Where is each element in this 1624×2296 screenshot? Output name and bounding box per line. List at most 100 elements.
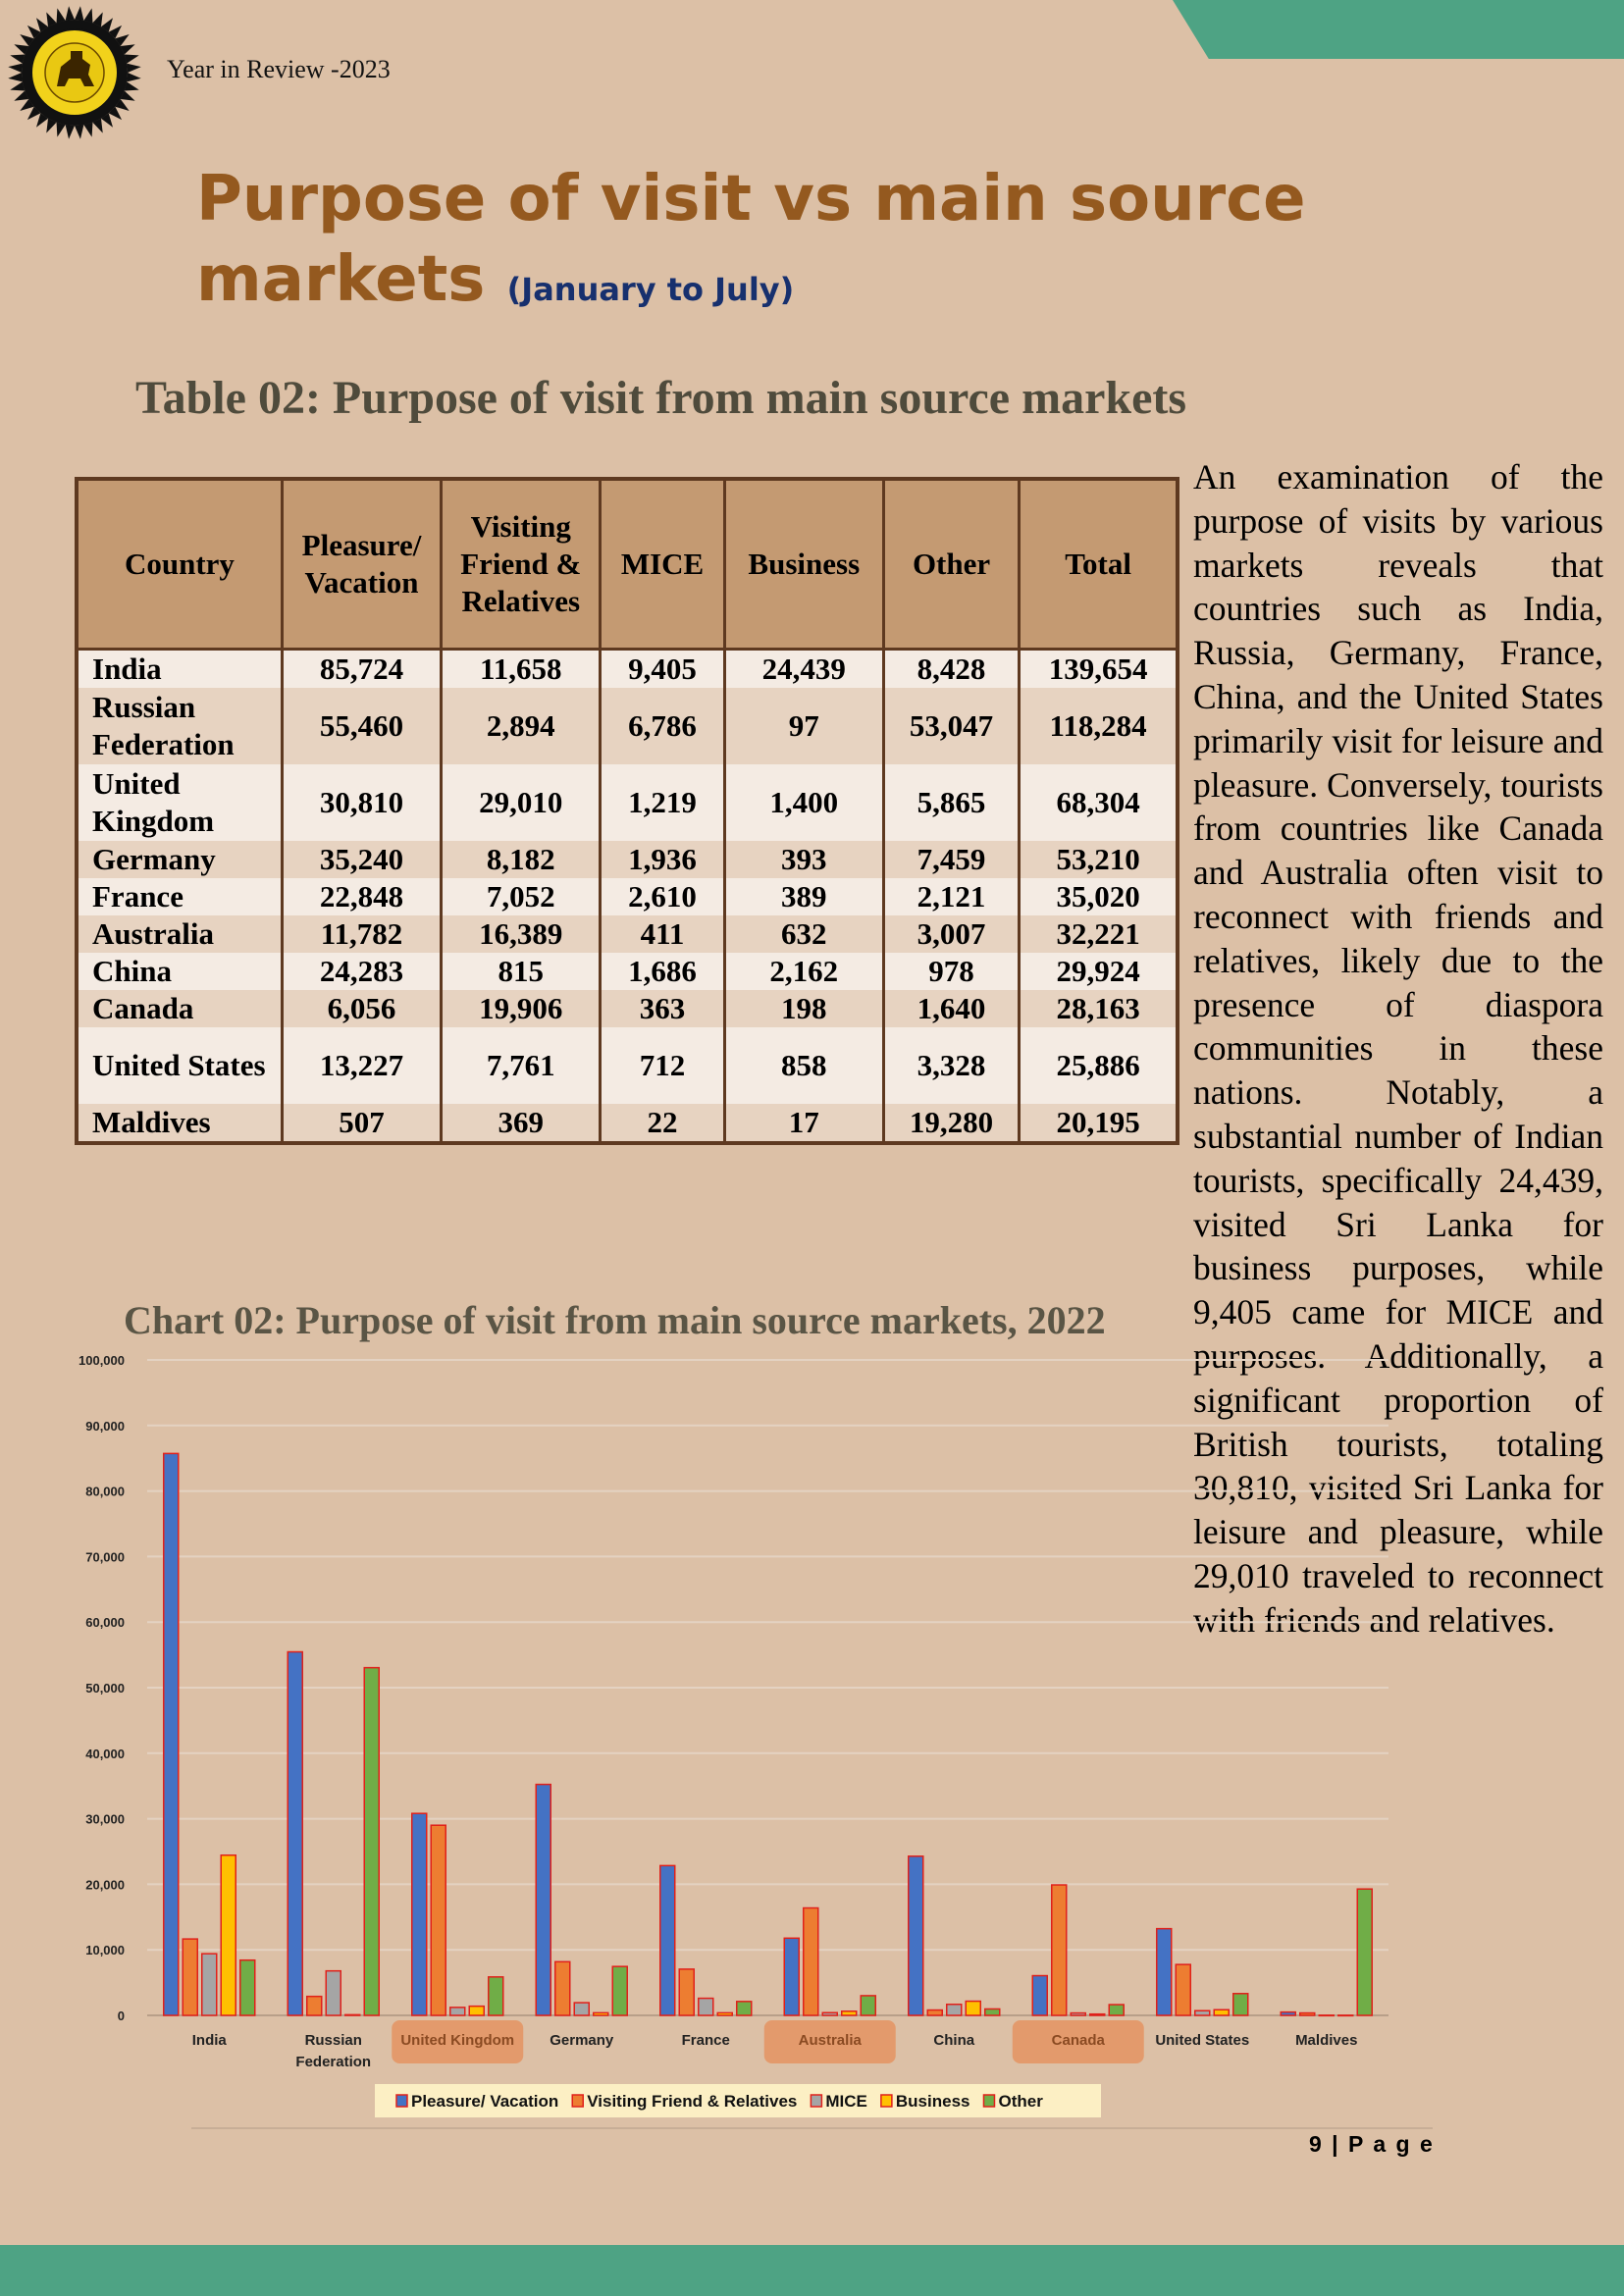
- bar: [163, 1452, 180, 2016]
- top-ribbon: [1173, 0, 1624, 59]
- cell-value: 7,052: [440, 878, 602, 915]
- cell-value: 363: [599, 990, 726, 1027]
- bar: [1156, 1927, 1173, 2016]
- cell-country: India: [75, 649, 284, 688]
- cell-value: 29,010: [440, 764, 602, 841]
- bar: [220, 1853, 236, 2016]
- cell-country: United States: [75, 1027, 284, 1104]
- cell-value: 118,284: [1018, 688, 1179, 764]
- cell-country: Russian Federation: [75, 688, 284, 764]
- purpose-bar-chart: 0 10,000 20,000 30,000 40,000 50,000 60,000 70,…: [79, 1353, 1388, 2117]
- cell-value: 139,654: [1018, 649, 1179, 688]
- cell-country: France: [75, 878, 284, 915]
- bar: [1213, 2009, 1230, 2016]
- y-tick-label: 30,000: [85, 1812, 125, 1827]
- cell-value: 19,906: [440, 990, 602, 1027]
- x-tick-label: Russian Federation: [295, 2032, 371, 2070]
- cell-country: Maldives: [75, 1104, 284, 1143]
- legend-swatch: [395, 2094, 408, 2108]
- x-tick-label: France: [682, 2032, 730, 2049]
- cell-value: 53,210: [1018, 841, 1179, 878]
- bar: [698, 1997, 714, 2016]
- legend-label: Visiting Friend & Relatives: [587, 2092, 797, 2111]
- cell-value: 19,280: [881, 1104, 1022, 1143]
- bar: [1356, 1888, 1373, 2016]
- bar: [803, 1906, 819, 2016]
- y-tick-label: 60,000: [85, 1615, 125, 1630]
- bar: [363, 1666, 380, 2016]
- table-header-row: Country Pleasure/ Vacation Visiting Frie…: [75, 477, 1179, 651]
- table-row: France 22,848 7,052 2,610 389 2,121 35,0…: [75, 878, 1179, 915]
- bar: [1089, 2012, 1106, 2016]
- category-highlight: [392, 2020, 524, 2063]
- bar: [1280, 2010, 1296, 2016]
- table-row: Australia 11,782 16,389 411 632 3,007 32…: [75, 915, 1179, 953]
- legend-swatch: [571, 2094, 584, 2108]
- table-row: Russian Federation 55,460 2,894 6,786 97…: [75, 688, 1179, 764]
- bar: [736, 2001, 753, 2016]
- cell-value: 507: [280, 1104, 444, 1143]
- cell-value: 85,724: [280, 649, 444, 688]
- bar: [946, 2003, 963, 2016]
- cell-value: 6,786: [599, 688, 726, 764]
- y-tick-label: 90,000: [85, 1419, 125, 1434]
- page-number: 9 | P a g e: [1309, 2131, 1435, 2157]
- bar: [468, 2005, 485, 2016]
- header-other: Other: [881, 477, 1022, 651]
- legend-swatch: [982, 2094, 996, 2108]
- cell-value: 5,865: [881, 764, 1022, 841]
- bar: [716, 2011, 733, 2016]
- cell-value: 53,047: [881, 688, 1022, 764]
- cell-value: 8,182: [440, 841, 602, 878]
- legend-label: Pleasure/ Vacation: [411, 2092, 558, 2111]
- cell-value: 1,219: [599, 764, 726, 841]
- cell-value: 11,658: [440, 649, 602, 688]
- legend-label: Other: [998, 2092, 1043, 2111]
- y-tick-label: 40,000: [85, 1747, 125, 1761]
- x-tick-label: Maldives: [1295, 2032, 1357, 2049]
- cell-value: 1,400: [722, 764, 885, 841]
- bar: [926, 2009, 943, 2016]
- bar: [1299, 2011, 1316, 2016]
- cell-value: 1,686: [599, 953, 726, 990]
- cell-country: Canada: [75, 990, 284, 1027]
- header-total: Total: [1018, 477, 1179, 651]
- header-business: Business: [722, 477, 885, 651]
- cell-value: 24,283: [280, 953, 444, 990]
- bottom-band: [0, 2245, 1624, 2296]
- table-title: Table 02: Purpose of visit from main sou…: [135, 372, 1187, 424]
- cell-value: 1,640: [881, 990, 1022, 1027]
- cell-value: 16,389: [440, 915, 602, 953]
- cell-value: 7,761: [440, 1027, 602, 1104]
- cell-value: 55,460: [280, 688, 444, 764]
- legend-box: [375, 2084, 1101, 2117]
- cell-value: 7,459: [881, 841, 1022, 878]
- legend-swatch: [810, 2094, 823, 2108]
- cell-value: 369: [440, 1104, 602, 1143]
- cell-value: 20,195: [1018, 1104, 1179, 1143]
- cell-value: 978: [881, 953, 1022, 990]
- bar: [430, 1824, 446, 2016]
- cell-value: 2,121: [881, 878, 1022, 915]
- bar: [1232, 1993, 1249, 2016]
- cell-value: 32,221: [1018, 915, 1179, 953]
- x-tick-label: India: [192, 2032, 228, 2049]
- cell-value: 11,782: [280, 915, 444, 953]
- bar: [1318, 2014, 1335, 2017]
- header-visiting-friends-relatives: Visiting Friend & Relatives: [440, 477, 602, 651]
- cell-country: China: [75, 953, 284, 990]
- category-highlight: [763, 2020, 896, 2063]
- bar: [287, 1650, 303, 2016]
- cell-value: 30,810: [280, 764, 444, 841]
- bar: [201, 1953, 218, 2016]
- page-title: Purpose of visit vs main source markets …: [196, 159, 1374, 330]
- cell-country: United Kingdom: [75, 764, 284, 841]
- legend-label: Business: [896, 2092, 970, 2111]
- table-row: China 24,283 815 1,686 2,162 978 29,924: [75, 953, 1179, 990]
- cell-value: 858: [722, 1027, 885, 1104]
- bar: [1031, 1974, 1048, 2016]
- bar: [554, 1960, 571, 2016]
- cell-value: 17: [722, 1104, 885, 1143]
- bar: [841, 2010, 858, 2016]
- cell-country: Germany: [75, 841, 284, 878]
